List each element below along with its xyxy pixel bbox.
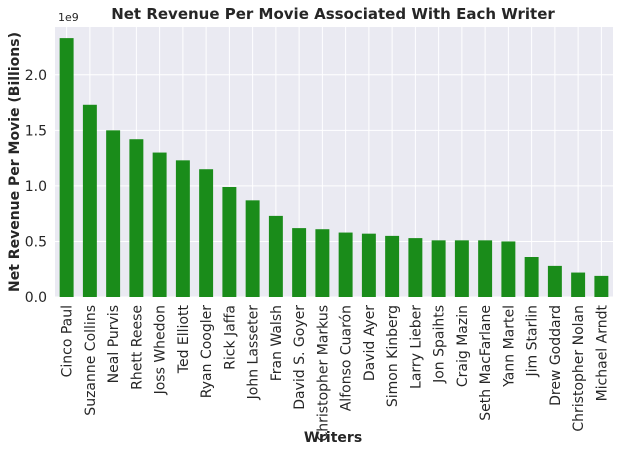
bar: [594, 275, 609, 297]
x-tick-labels: Cinco Paul Suzanne Collins Neal Purvis Rhet…: [60, 304, 611, 441]
bar: [524, 257, 539, 297]
y-tick-label: 2.0: [25, 68, 47, 84]
x-tick-label: Michael Arndt: [594, 305, 610, 402]
x-tick-label: Neal Purvis: [106, 305, 122, 383]
bar: [431, 240, 446, 297]
bar: [338, 232, 353, 297]
bar: [106, 130, 121, 297]
x-tick-label: Christopher Nolan: [571, 305, 587, 432]
x-tick-label: Cinco Paul: [60, 305, 76, 377]
x-tick-label: David S. Goyer: [292, 305, 308, 410]
bar: [385, 235, 400, 297]
bar: [59, 38, 74, 297]
x-axis-title: Writers: [304, 430, 362, 446]
chart-title: Net Revenue Per Movie Associated With Ea…: [111, 5, 555, 23]
bar: [129, 139, 144, 297]
x-tick-label: David Ayer: [362, 305, 378, 381]
y-tick-labels: 0.0 0.5 1.0 1.5 2.0: [25, 68, 47, 306]
x-tick-label: Rhett Reese: [129, 305, 145, 390]
y-axis-title: Net Revenue Per Movie (Billions): [7, 32, 23, 292]
bar: [245, 200, 260, 297]
x-tick-label: John Lasseter: [246, 305, 262, 401]
x-tick-label: Rick Jaffa: [222, 305, 238, 370]
x-tick-label: Seth MacFarlane: [478, 305, 494, 421]
bar: [82, 104, 97, 298]
x-tick-label: Larry Lieber: [408, 305, 424, 389]
x-tick-label: Jim Starlin: [525, 305, 541, 377]
x-tick-label: Jon Spaihts: [432, 305, 448, 384]
x-tick-label: Alfonso Cuarón: [339, 305, 355, 411]
bar: [199, 169, 214, 297]
bar: [501, 241, 516, 297]
x-tick-label: Fran Walsh: [269, 305, 285, 381]
x-tick-label: Yann Martel: [501, 305, 517, 388]
x-tick-label: Christopher Markus: [315, 305, 331, 441]
bar: [315, 229, 330, 297]
x-tick-label: Ted Elliott: [176, 304, 192, 374]
y-tick-label: 0.0: [25, 290, 47, 306]
bar: [571, 272, 586, 297]
bar: [152, 152, 167, 297]
y-offset-label: 1e9: [58, 11, 79, 24]
x-tick-label: Craig Mazin: [455, 305, 471, 387]
bar: [175, 160, 190, 297]
bar: [292, 228, 307, 297]
x-tick-label: Drew Goddard: [548, 305, 564, 406]
x-tick-label: Simon Kinberg: [385, 305, 401, 407]
y-tick-label: 1.0: [25, 179, 47, 195]
bar: [222, 187, 237, 297]
y-tick-label: 1.5: [25, 123, 47, 139]
bar: [454, 240, 469, 297]
x-tick-label: Ryan Coogler: [199, 305, 215, 398]
bar: [268, 215, 283, 297]
y-tick-label: 0.5: [25, 234, 47, 250]
bars: [59, 38, 609, 298]
bar: [478, 240, 493, 297]
x-tick-label: Joss Whedon: [153, 305, 169, 395]
x-tick-label: Suzanne Collins: [83, 305, 99, 416]
bar: [361, 233, 376, 297]
bar: [408, 238, 423, 297]
plot-background: [55, 27, 613, 297]
bar: [547, 265, 562, 297]
